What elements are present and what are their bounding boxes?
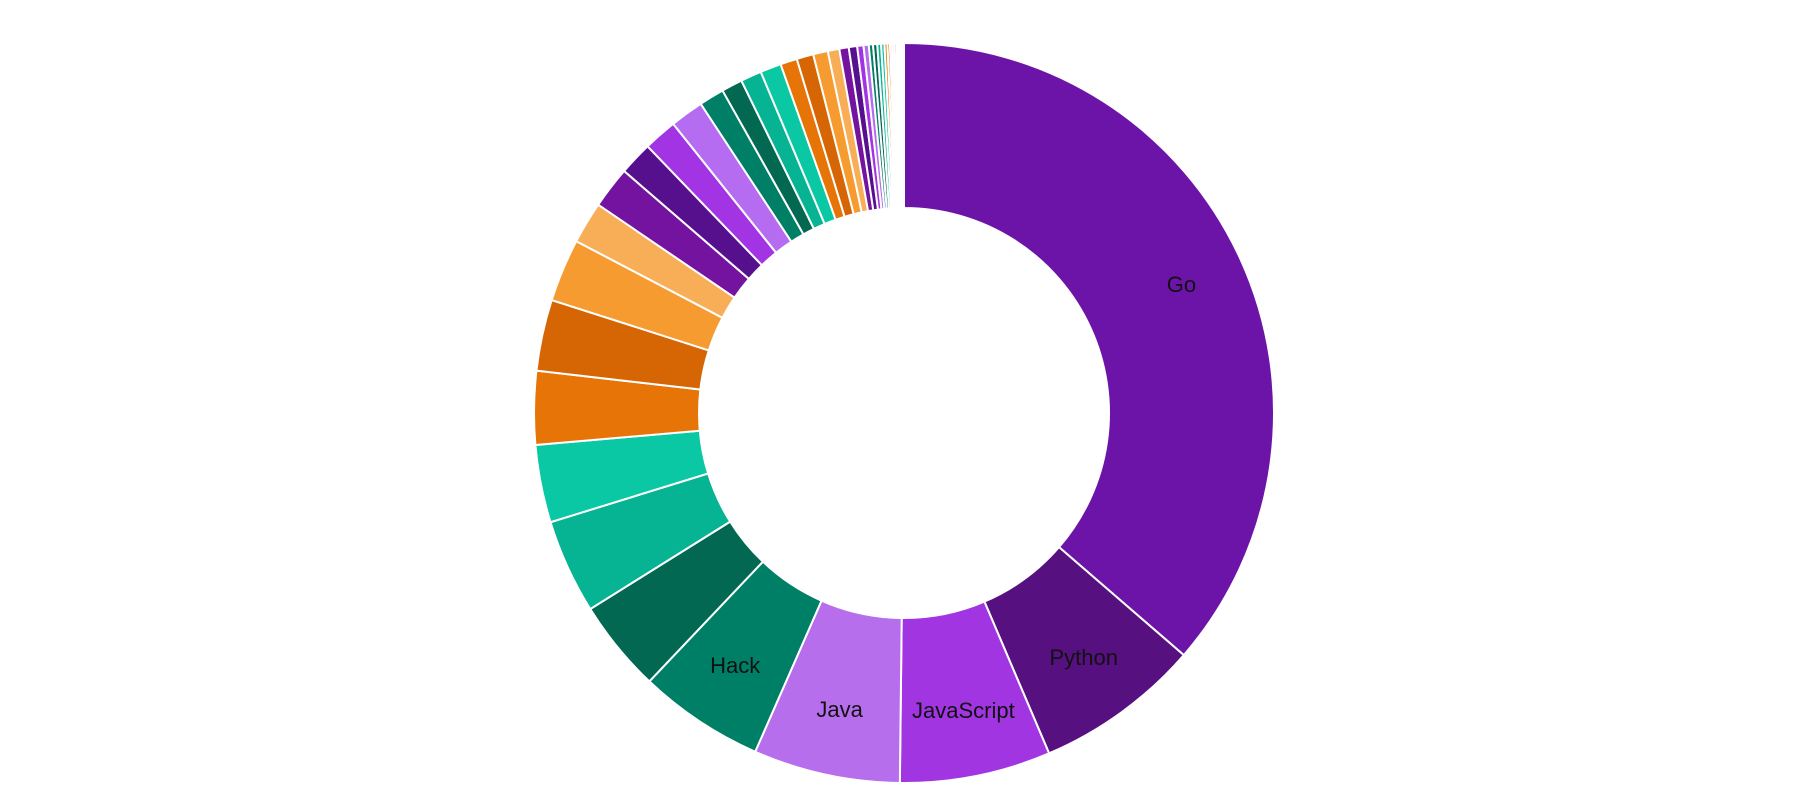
slice-label: Hack xyxy=(710,653,761,678)
slice-label: Java xyxy=(816,697,863,722)
pie-slice[interactable] xyxy=(903,41,1275,657)
slice-label: Python xyxy=(1050,645,1119,670)
slice-label: JavaScript xyxy=(912,698,1015,723)
slice-label: Go xyxy=(1167,272,1196,297)
pie-slice[interactable] xyxy=(901,41,905,210)
